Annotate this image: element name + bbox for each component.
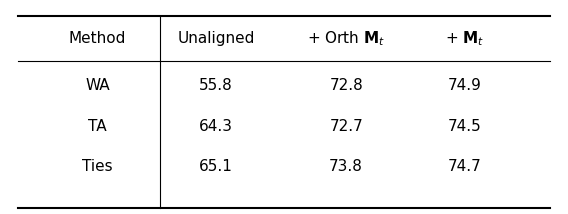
Text: 72.8: 72.8 bbox=[329, 78, 363, 93]
Text: + $\mathbf{M}_t$: + $\mathbf{M}_t$ bbox=[445, 29, 485, 48]
Text: 55.8: 55.8 bbox=[199, 78, 233, 93]
Text: 74.7: 74.7 bbox=[448, 159, 482, 174]
Text: 65.1: 65.1 bbox=[199, 159, 233, 174]
Text: Method: Method bbox=[69, 31, 126, 46]
Text: TA: TA bbox=[88, 119, 107, 134]
Text: 64.3: 64.3 bbox=[199, 119, 233, 134]
Text: WA: WA bbox=[85, 78, 110, 93]
Text: Unaligned: Unaligned bbox=[177, 31, 255, 46]
Text: + Orth $\mathbf{M}_t$: + Orth $\mathbf{M}_t$ bbox=[307, 29, 385, 48]
Text: 74.9: 74.9 bbox=[448, 78, 482, 93]
Text: 72.7: 72.7 bbox=[329, 119, 363, 134]
Text: 74.5: 74.5 bbox=[448, 119, 482, 134]
Text: Ties: Ties bbox=[82, 159, 113, 174]
Text: 73.8: 73.8 bbox=[329, 159, 363, 174]
